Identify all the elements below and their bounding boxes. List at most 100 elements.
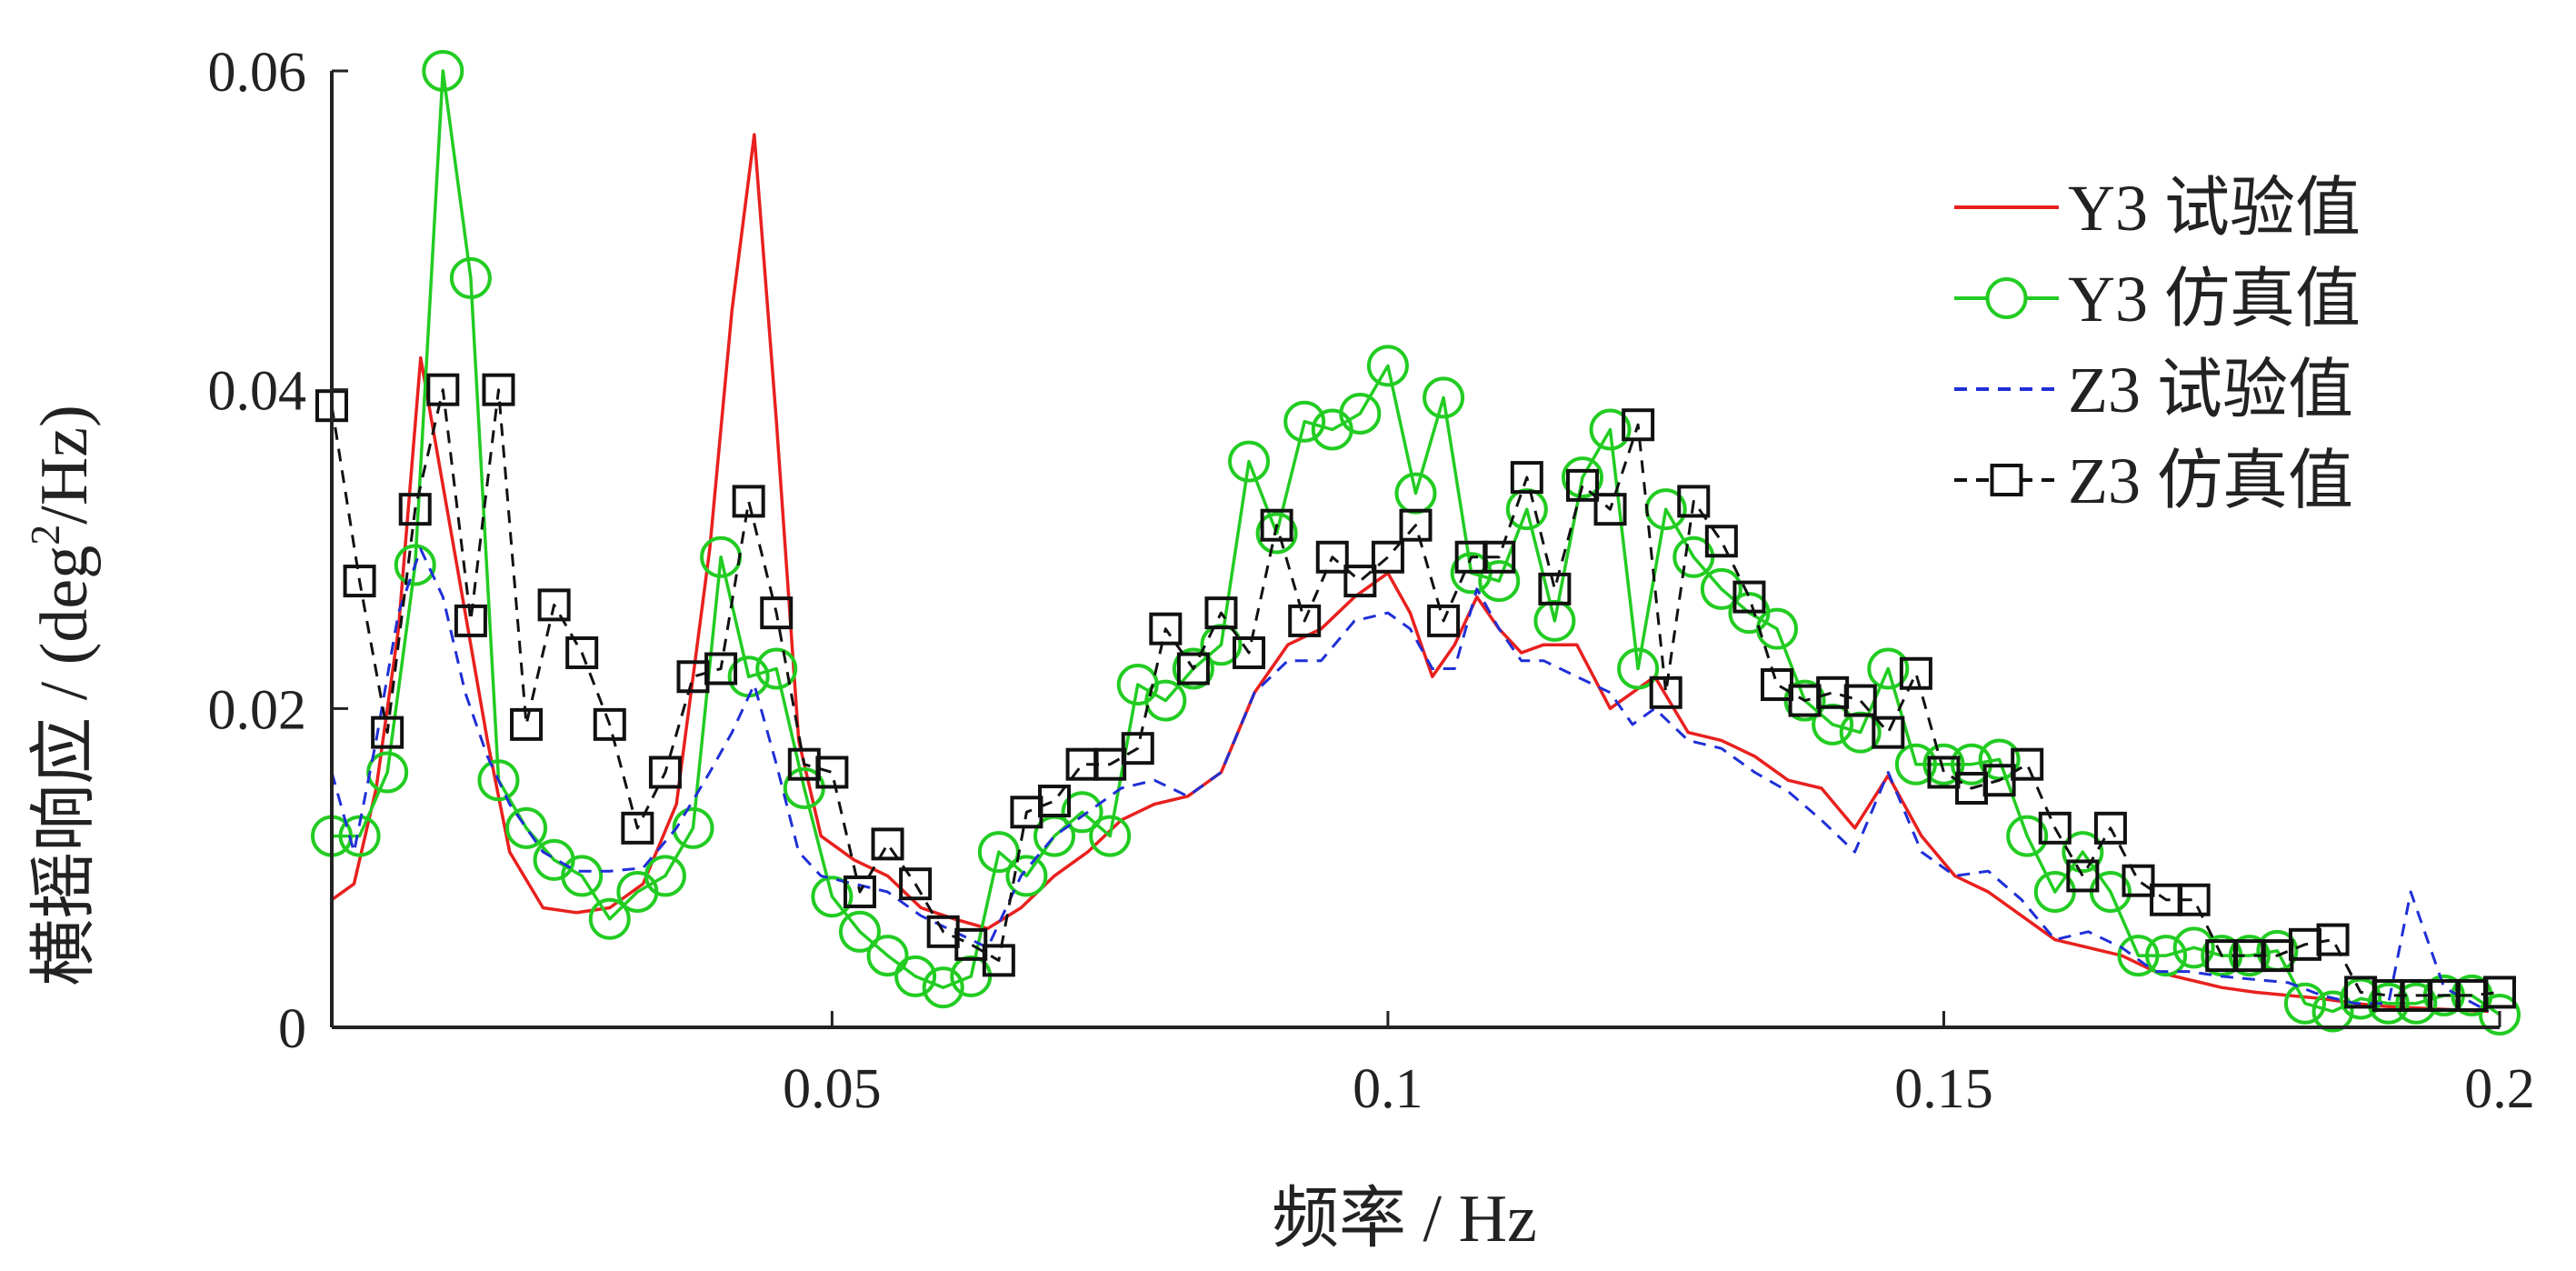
data-point [1061,791,1103,834]
data-point [1228,440,1271,483]
data-point [704,652,738,686]
data-point [1371,540,1404,574]
data-point [454,604,487,637]
data-point [537,588,571,622]
y-tick-label: 0 [278,998,306,1060]
data-point [982,944,1015,977]
y-axis-title-tail: /Hz) [27,405,102,525]
data-point [2145,935,2188,977]
data-point [894,955,937,997]
data-point [2395,982,2438,1025]
data-point [1288,604,1322,637]
data-point [843,875,876,908]
series-4 [315,373,2516,1012]
axes: 0.05 0.1 0.15 0.2 0 0.02 0.04 0.06 [208,42,2535,1120]
data-point [815,756,849,789]
data-point [2283,982,2326,1025]
data-point [2451,974,2493,1016]
data-point [2011,747,2044,781]
data-point [2062,831,2104,874]
data-point [899,867,933,901]
legend-label: Z3 仿真值 [2068,445,2353,517]
data-point [1089,815,1132,857]
data-point [755,647,798,690]
x-tick-label: 0.1 [1353,1058,1423,1120]
legend-marker [1990,464,2023,496]
data-point [1867,647,1910,690]
legend-item: Z3 仿真值 [1954,445,2353,517]
data-point [1478,560,1521,603]
data-point [1315,540,1349,574]
legend: Y3 试验值 Y3 仿真值 Z3 试验值 Z3 仿真值 [1954,172,2361,517]
data-point [482,373,515,406]
y-axis-title: 横摇响应 / (deg2/Hz) [22,405,102,986]
data-point [593,707,626,741]
data-point [2316,923,2350,956]
data-point [1038,785,1071,818]
data-point [871,827,904,861]
series-line [332,69,2501,1016]
legend-label: Y3 仿真值 [2068,263,2361,335]
legend-item: Y3 试验值 [1954,172,2361,245]
data-point [1872,716,1905,749]
data-point [398,493,432,526]
data-point [1561,456,1603,499]
data-point [1260,508,1293,542]
data-point [1704,525,1738,558]
data-point [505,806,548,849]
data-point [426,373,460,406]
data-point [510,707,544,741]
data-point [2093,811,2127,845]
data-point [644,855,686,897]
data-point [922,966,964,1009]
data-point [449,256,492,299]
data-point [2122,864,2155,897]
data-point [811,876,854,918]
data-point [1700,567,1742,610]
data-point [1843,684,1877,717]
data-point [732,485,765,518]
data-point [1399,508,1433,542]
data-point [2006,815,2049,857]
data-point [1343,565,1377,598]
data-point [1894,743,1937,786]
legend-marker [1985,277,2028,319]
data-point [1005,855,1048,897]
data-point [2483,976,2516,1009]
data-point [1622,408,1655,442]
legend-label: Z3 试验值 [2068,354,2353,426]
data-point [621,811,654,845]
y-tick-label: 0.02 [208,679,307,741]
data-point [1427,604,1461,637]
data-point [2172,926,2215,969]
data-point [1255,512,1298,555]
data-point [1283,400,1326,443]
data-point [1593,493,1627,526]
data-point [1978,738,2021,781]
data-point [588,897,631,940]
legend-label: Y3 试验值 [2068,172,2361,245]
data-point [343,565,376,598]
data-point [1144,679,1187,722]
x-tick-label: 0.05 [783,1058,882,1120]
data-point [338,815,381,857]
legend-item: Z3 试验值 [1954,354,2353,426]
data-point [1366,345,1409,387]
data-point [422,50,464,92]
data-point [1204,596,1238,630]
x-tick-label: 0.2 [2464,1058,2535,1120]
data-point [371,716,404,749]
data-point [760,596,794,630]
data-point [2311,990,2354,1033]
data-point [1732,580,1766,614]
data-point [1538,572,1572,605]
plot-area [311,50,2521,1036]
data-point [1176,652,1210,686]
x-tick-label: 0.15 [1894,1058,1993,1120]
data-point [394,544,436,586]
data-point [1565,468,1599,502]
y-axis-title-superscript: 2 [22,525,68,545]
data-point [1483,540,1516,574]
